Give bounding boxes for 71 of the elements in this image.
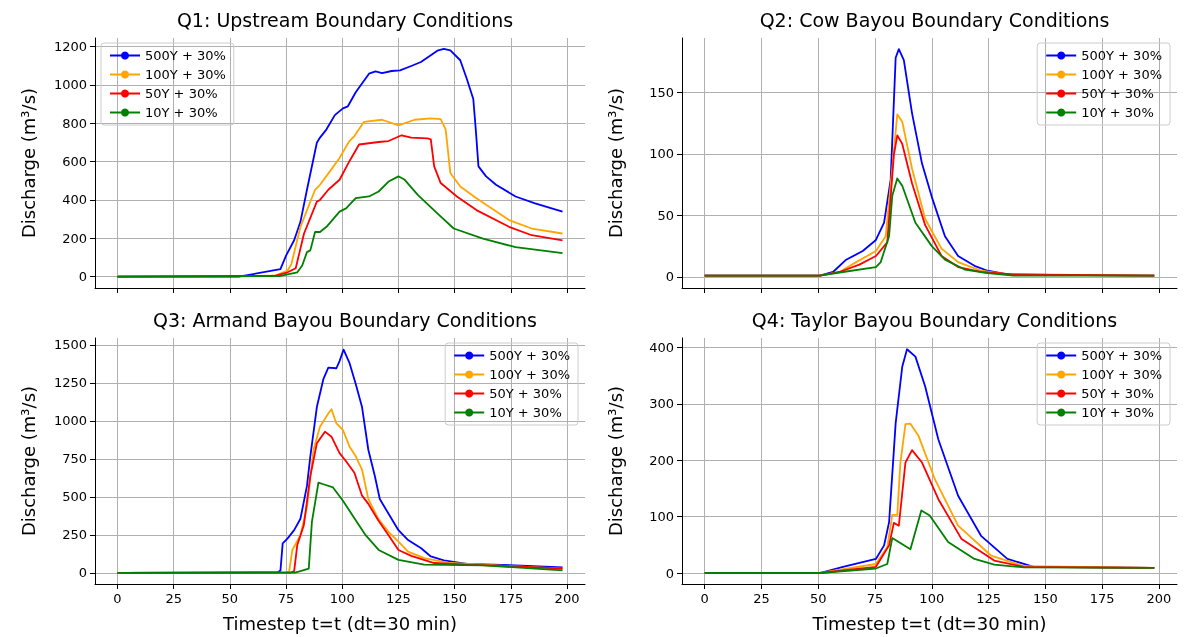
y-tick-label: 100 [649,509,674,525]
x-tick-label: 50 [809,591,827,606]
legend-label: 500Y + 30% [1081,348,1163,363]
legend-label: 500Y + 30% [145,48,226,63]
y-tick-label: 50 [657,207,674,223]
legend-label: 10Y + 30% [1081,105,1154,120]
y-tick-label: 1250 [53,375,87,391]
chart-title: Q3: Armand Bayou Boundary Conditions [153,308,537,331]
x-tick-label: 150 [1032,591,1058,606]
x-tick-label: 200 [554,591,580,606]
legend-label: 100Y + 30% [1081,67,1163,82]
x-tick-label: 75 [866,591,884,606]
x-axis-title: Timestep t=t (dt=30 min) [222,612,457,634]
y-tick-label: 1000 [53,77,87,93]
y-tick-label: 0 [78,565,87,581]
legend-label: 10Y + 30% [145,105,218,120]
x-tick-label: 100 [919,591,945,606]
x-tick-label: 0 [113,591,122,606]
legend-label: 50Y + 30% [1081,86,1154,101]
legend-label: 100Y + 30% [1081,367,1163,382]
chart-title: Q2: Cow Bayou Boundary Conditions [759,8,1110,31]
x-tick-label: 200 [1146,591,1172,606]
y-axis-title: Discharge (m³/s) [604,87,626,239]
legend-label: 10Y + 30% [489,405,562,420]
x-tick-label: 175 [498,591,524,606]
y-tick-label: 100 [649,146,674,162]
legend-label: 500Y + 30% [1081,48,1163,63]
x-tick-label: 75 [277,591,295,606]
legend-label: 100Y + 30% [489,367,571,382]
y-tick-label: 500 [62,489,87,505]
y-axis-title: Discharge (m³/s) [17,87,39,239]
y-tick-label: 1500 [53,337,87,353]
legend-label: 50Y + 30% [145,86,218,101]
y-tick-label: 600 [62,154,87,170]
y-tick-label: 750 [62,451,87,467]
x-tick-label: 25 [165,591,182,606]
legend-label: 500Y + 30% [489,348,571,363]
y-tick-label: 0 [665,565,674,581]
legend-label: 100Y + 30% [145,67,226,82]
x-tick-label: 50 [221,591,239,606]
x-tick-label: 100 [329,591,355,606]
legend-label: 50Y + 30% [1081,386,1154,401]
x-tick-label: 150 [442,591,468,606]
y-axis-title: Discharge (m³/s) [604,385,626,537]
x-axis-title: Timestep t=t (dt=30 min) [811,612,1047,634]
y-tick-label: 200 [62,230,87,246]
y-tick-label: 800 [62,115,87,131]
line-series [703,177,1156,277]
chart-title: Q1: Upstream Boundary Conditions [176,8,514,31]
x-tick-label: 125 [976,591,1001,606]
x-tick-label: 125 [386,591,411,606]
x-tick-label: 175 [1089,591,1115,606]
y-tick-label: 0 [665,269,674,285]
line-series [116,175,564,278]
y-tick-label: 400 [649,340,674,356]
y-tick-label: 150 [649,84,674,100]
y-tick-label: 250 [62,527,87,543]
legend-label: 50Y + 30% [489,386,562,401]
y-tick-label: 0 [78,269,87,285]
line-series [703,509,1156,574]
x-tick-label: 25 [753,591,770,606]
y-axis-title: Discharge (m³/s) [17,385,39,537]
y-tick-label: 300 [649,396,674,412]
y-tick-label: 1000 [53,413,87,429]
x-tick-label: 0 [700,591,709,606]
y-tick-label: 1200 [53,38,87,54]
chart-title: Q4: Taylor Bayou Boundary Conditions [751,308,1118,331]
y-tick-label: 400 [62,192,87,208]
line-series [116,481,564,574]
y-tick-label: 200 [649,452,674,468]
legend-label: 10Y + 30% [1081,405,1154,420]
